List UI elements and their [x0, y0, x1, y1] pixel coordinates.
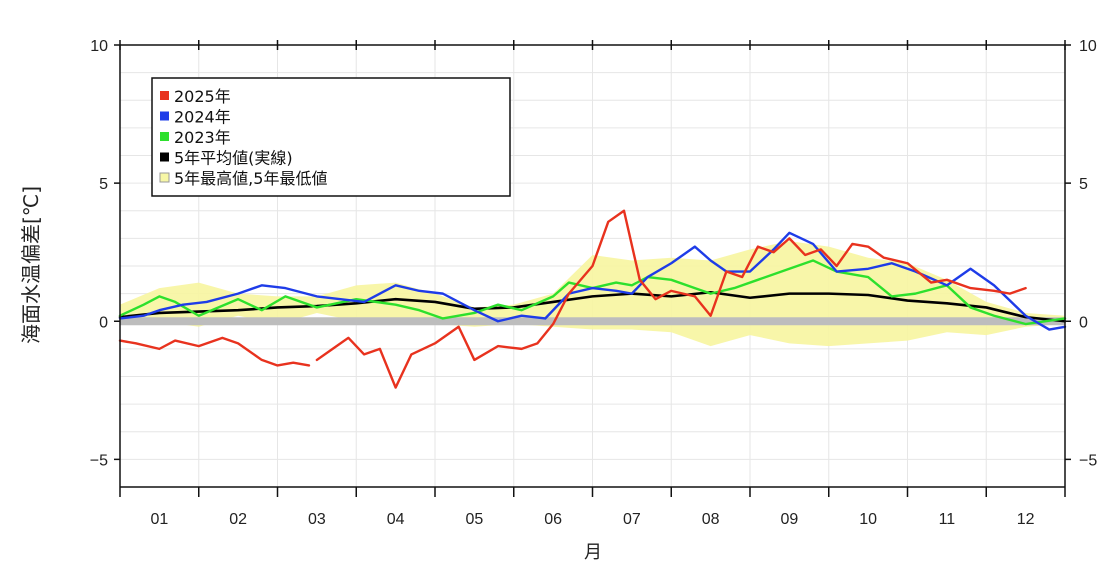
- series-line-2024: [118, 231, 1067, 331]
- x-tick-label-month: 02: [229, 511, 247, 528]
- x-tick-label-month: 03: [308, 511, 326, 528]
- x-tick-label-month: 06: [544, 511, 562, 528]
- y-tick-label-left: 10: [90, 38, 108, 55]
- x-axis-label: 月: [584, 542, 602, 562]
- axes: [114, 40, 1071, 497]
- y-tick-label-right: 0: [1079, 314, 1088, 331]
- legend-swatch: [159, 172, 170, 183]
- tick-labels: 10 10 5 5 0 0 −5 −5 01 02 03 04 05 06 07 08 09 10 11 12: [90, 38, 1098, 528]
- legend-box: [151, 77, 511, 197]
- x-tick-label-month: 10: [859, 511, 877, 528]
- legend-label: 2025年: [174, 87, 231, 106]
- y-tick-label-left: −5: [90, 452, 108, 469]
- legend-swatch: [160, 152, 169, 162]
- y-axis-label: 海面水温偏差[℃]: [19, 186, 43, 344]
- legend-label: 5年最高値,5年最低値: [174, 169, 327, 188]
- x-tick-label-month: 07: [623, 511, 641, 528]
- legend-swatch: [160, 132, 169, 141]
- x-tick-label-month: 01: [150, 511, 168, 528]
- zero-baseline-band: [120, 317, 1065, 326]
- series-line-2025: [118, 336, 311, 367]
- series-line-5: [118, 290, 1067, 323]
- zero-baseline: [120, 317, 1065, 326]
- series-lines: [118, 209, 1067, 389]
- legend-label: 2023年: [174, 128, 231, 147]
- legend-swatch: [160, 111, 169, 121]
- legend-label: 2024年: [174, 108, 231, 127]
- x-tick-label-month: 08: [702, 511, 720, 528]
- x-tick-label-month: 12: [1017, 511, 1035, 528]
- legend-label: 5年平均値(実線): [174, 149, 293, 168]
- y-tick-label-right: 5: [1079, 176, 1088, 193]
- y-tick-label-right: 10: [1079, 38, 1097, 55]
- legend-swatch: [160, 91, 169, 100]
- series-line-2025-part2: [315, 209, 1027, 389]
- x-tick-label-month: 05: [465, 511, 483, 528]
- y-tick-label-left: 0: [99, 314, 108, 331]
- y-tick-label-left: 5: [99, 176, 108, 193]
- x-tick-label-month: 04: [387, 511, 405, 528]
- series-line-2023: [118, 259, 1067, 326]
- x-tick-label-month: 11: [939, 511, 956, 528]
- y-tick-label-right: −5: [1079, 452, 1097, 469]
- x-tick-label-month: 09: [780, 511, 798, 528]
